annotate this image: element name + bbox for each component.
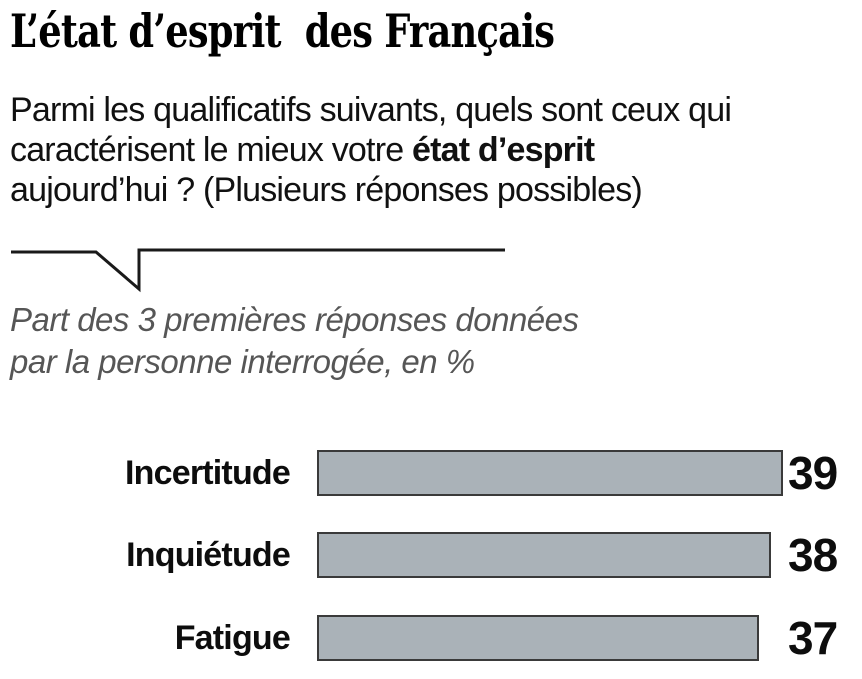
speech-bubble-pointer-line <box>11 248 505 293</box>
methodology-note: Part des 3 premières réponses données pa… <box>10 299 579 383</box>
bar <box>317 450 783 496</box>
question-line-2-normal: caractérisent le mieux votre <box>10 131 412 169</box>
bar-row-fatigue: Fatigue 37 <box>0 615 862 661</box>
category-label: Inquiétude <box>126 536 291 574</box>
value-label: 39 <box>788 447 838 499</box>
value-label: 38 <box>788 529 838 581</box>
note-line-1: Part des 3 premières réponses données <box>10 301 579 338</box>
category-label: Incertitude <box>124 454 291 492</box>
question-line-3: aujourd’hui ? (Plusieurs réponses possib… <box>10 171 643 209</box>
category-label: Fatigue <box>174 619 291 657</box>
survey-question: Parmi les qualificatifs suivants, quels … <box>10 90 732 210</box>
question-line-2: caractérisent le mieux votre état d’espr… <box>10 130 731 170</box>
page-title-text: L’état d’esprit des Français <box>10 4 555 58</box>
bar-row-incertitude: Incertitude 39 <box>0 450 862 496</box>
value-label: 37 <box>788 612 838 664</box>
page-title: L’état d’esprit des Français <box>10 2 690 60</box>
bar <box>317 532 771 578</box>
bar-row-inquietude: Inquiétude 38 <box>0 532 862 578</box>
note-line-2: par la personne interrogée, en % <box>10 343 475 380</box>
bar <box>317 615 759 661</box>
question-line-1: Parmi les qualificatifs suivants, quels … <box>10 91 732 129</box>
question-line-2-bold: état d’esprit <box>411 131 595 169</box>
